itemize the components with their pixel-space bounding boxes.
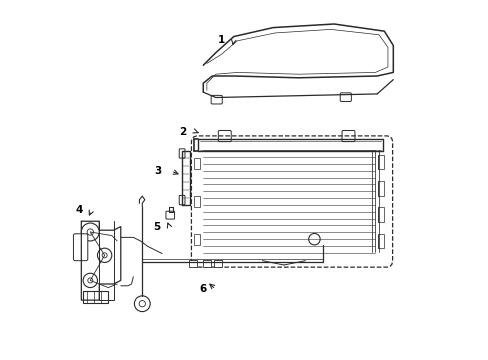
Bar xyxy=(377,181,384,195)
Bar xyxy=(377,234,384,248)
Bar xyxy=(377,155,384,169)
Text: 5: 5 xyxy=(153,222,160,231)
FancyBboxPatch shape xyxy=(218,131,231,141)
FancyBboxPatch shape xyxy=(340,93,351,102)
Bar xyxy=(188,260,196,267)
Text: 1: 1 xyxy=(217,35,224,45)
FancyBboxPatch shape xyxy=(211,95,222,104)
Text: 2: 2 xyxy=(179,127,186,136)
FancyBboxPatch shape xyxy=(179,149,184,158)
FancyBboxPatch shape xyxy=(73,234,88,261)
Bar xyxy=(83,291,108,303)
FancyBboxPatch shape xyxy=(179,195,184,205)
FancyBboxPatch shape xyxy=(165,211,174,219)
Text: 3: 3 xyxy=(155,166,162,176)
Bar xyxy=(377,207,384,222)
Bar xyxy=(193,234,200,244)
Bar xyxy=(193,196,200,207)
Text: 4: 4 xyxy=(75,206,82,216)
Bar xyxy=(203,260,211,267)
Bar xyxy=(214,260,222,267)
Bar xyxy=(193,158,200,169)
FancyBboxPatch shape xyxy=(341,131,354,141)
Text: 6: 6 xyxy=(199,284,206,294)
